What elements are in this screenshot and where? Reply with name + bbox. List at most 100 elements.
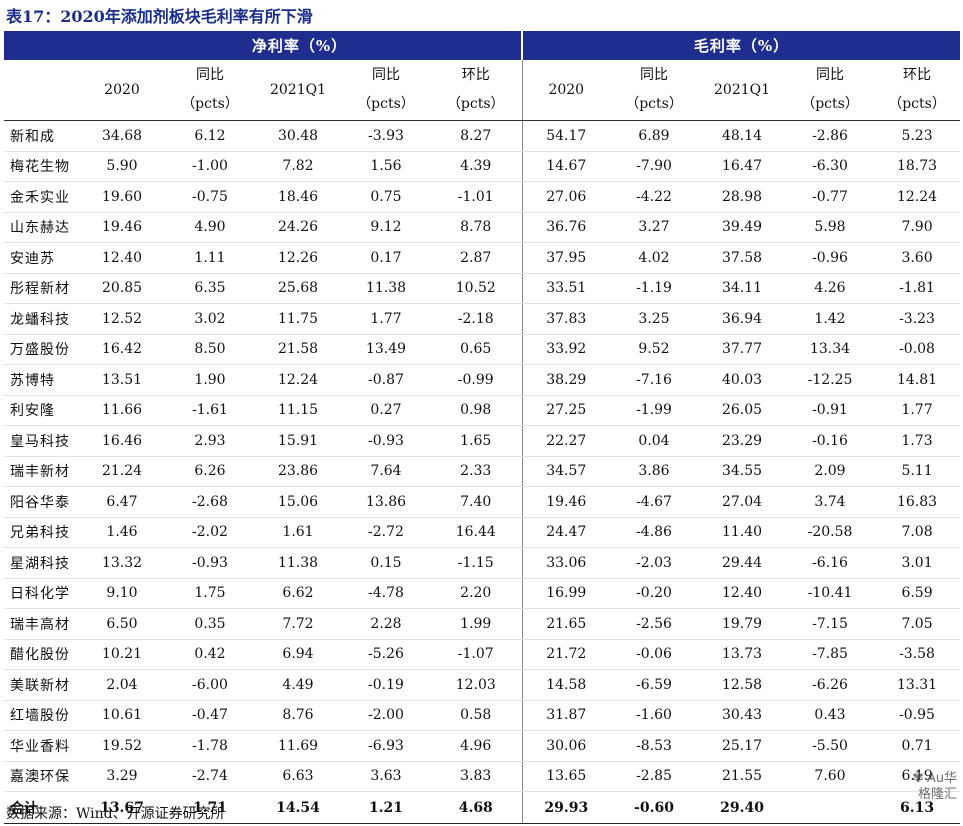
net-value-cell: 21.24 — [78, 456, 166, 487]
table-row: 瑞丰新材 21.24 6.26 23.86 7.64 2.33 34.57 3.86 34.55… — [4, 456, 961, 487]
gross-value-cell: -2.86 — [786, 120, 875, 152]
net-value-cell: 30.48 — [254, 120, 342, 152]
gross-col-header: 同比 （pcts） — [610, 60, 699, 121]
gross-value-cell: 3.60 — [874, 242, 961, 274]
gross-value-cell: -1.99 — [610, 395, 699, 426]
gross-value-cell: -7.85 — [786, 639, 875, 670]
gross-value-cell: 31.87 — [522, 700, 611, 731]
company-name: 新和成 — [4, 120, 78, 152]
gross-value-cell: -2.56 — [610, 608, 699, 640]
watermark: ✾ Au华 格隆汇 — [912, 770, 957, 803]
gross-col-header: 2020 — [522, 60, 611, 121]
company-name: 华业香料 — [4, 730, 78, 762]
net-value-cell: 10.21 — [78, 639, 166, 670]
net-value-cell: 11.66 — [78, 395, 166, 426]
net-value-cell: 8.78 — [430, 212, 523, 243]
net-col-header: 同比 （pcts） — [166, 60, 254, 121]
net-value-cell: 1.21 — [342, 791, 430, 824]
net-value-cell: 10.61 — [78, 700, 166, 731]
wechat-icon: ✾ — [912, 770, 924, 786]
gross-value-cell: 36.94 — [698, 303, 787, 335]
gross-value-cell: 0.71 — [874, 730, 961, 762]
table-row: 龙蟠科技 12.52 3.02 11.75 1.77 -2.18 37.83 3.25 36.9… — [4, 303, 961, 335]
net-value-cell: 6.47 — [78, 486, 166, 518]
table-row: 华业香料 19.52 -1.78 11.69 -6.93 4.96 30.06 -8.53 25… — [4, 730, 961, 762]
net-value-cell: 7.64 — [342, 456, 430, 487]
company-name: 日科化学 — [4, 578, 78, 609]
gross-value-cell: -0.60 — [610, 791, 699, 824]
net-value-cell: 18.46 — [254, 181, 342, 213]
gross-value-cell: 37.77 — [698, 334, 787, 365]
gross-value-cell: -0.91 — [786, 395, 875, 426]
net-value-cell: 6.62 — [254, 578, 342, 609]
col-header-line1: 环比 — [461, 67, 490, 83]
gross-value-cell: 7.60 — [786, 761, 875, 792]
net-value-cell: -2.18 — [430, 303, 523, 335]
net-margin-group-header: 净利率（%） — [78, 31, 524, 60]
gross-value-cell: 34.57 — [522, 456, 611, 487]
gross-value-cell: 27.04 — [698, 486, 787, 518]
net-value-cell: -2.72 — [342, 517, 430, 548]
net-value-cell: 12.26 — [254, 242, 342, 274]
net-value-cell: 0.15 — [342, 547, 430, 579]
net-value-cell: 16.46 — [78, 425, 166, 457]
net-value-cell: 1.46 — [78, 517, 166, 548]
gross-value-cell: 2.09 — [786, 456, 875, 487]
gross-value-cell: 34.11 — [698, 273, 787, 304]
net-value-cell: 3.02 — [166, 303, 254, 335]
table-row: 金禾实业 19.60 -0.75 18.46 0.75 -1.01 27.06 -4.22 28… — [4, 181, 961, 213]
col-header-line1: 2021Q1 — [714, 81, 771, 98]
net-value-cell: 4.39 — [430, 151, 523, 182]
gross-value-cell: 18.73 — [874, 151, 961, 182]
net-value-cell: 20.85 — [78, 273, 166, 304]
table-row: 醋化股份 10.21 0.42 6.94 -5.26 -1.07 21.72 -0.06 13.… — [4, 639, 961, 670]
company-name: 醋化股份 — [4, 639, 78, 670]
gross-value-cell: -6.30 — [786, 151, 875, 182]
net-value-cell: 0.98 — [430, 395, 523, 426]
gross-value-cell: -6.59 — [610, 669, 699, 701]
gross-value-cell: 3.27 — [610, 212, 699, 243]
net-value-cell: 5.90 — [78, 151, 166, 182]
company-name: 利安隆 — [4, 395, 78, 426]
gross-value-cell: 7.05 — [874, 608, 961, 640]
col-header-line1: 2020 — [104, 81, 140, 98]
col-header-line1: 同比 — [196, 67, 224, 83]
gross-value-cell: 12.58 — [698, 669, 787, 701]
company-name: 美联新材 — [4, 669, 78, 701]
gross-col-header: 同比 （pcts） — [786, 60, 875, 121]
company-name: 山东赫达 — [4, 212, 78, 243]
col-header-line2: （pcts） — [888, 96, 946, 112]
net-value-cell: -3.93 — [342, 120, 430, 152]
gross-value-cell: 26.05 — [698, 395, 787, 426]
net-value-cell: 13.32 — [78, 547, 166, 579]
gross-col-header: 环比 （pcts） — [874, 60, 961, 121]
net-value-cell: -6.00 — [166, 669, 254, 701]
company-name: 阳谷华泰 — [4, 486, 78, 518]
net-value-cell: 7.40 — [430, 486, 523, 518]
net-value-cell: 0.58 — [430, 700, 523, 731]
gross-value-cell: 38.29 — [522, 364, 611, 396]
margin-table: 净利率（%） 毛利率（%） 2020 同比 （pcts） 2021Q1 同比 （pcts）… — [4, 31, 961, 824]
net-value-cell: 2.87 — [430, 242, 523, 274]
gross-value-cell: -8.53 — [610, 730, 699, 762]
net-value-cell: 12.40 — [78, 242, 166, 274]
source-note: 数据来源：Wind、开源证券研究所 — [6, 806, 225, 822]
net-value-cell: 11.38 — [254, 547, 342, 579]
net-value-cell: 13.51 — [78, 364, 166, 396]
gross-value-cell: -2.85 — [610, 761, 699, 792]
net-value-cell: -2.00 — [342, 700, 430, 731]
gross-value-cell: 14.67 — [522, 151, 611, 182]
table-row: 阳谷华泰 6.47 -2.68 15.06 13.86 7.40 19.46 -4.67 27.… — [4, 486, 961, 518]
gross-value-cell: 3.86 — [610, 456, 699, 487]
gross-value-cell: -4.67 — [610, 486, 699, 518]
net-value-cell: 12.52 — [78, 303, 166, 335]
net-value-cell: 0.17 — [342, 242, 430, 274]
gross-value-cell: -7.15 — [786, 608, 875, 640]
gross-value-cell: 16.99 — [522, 578, 611, 609]
gross-value-cell: 24.47 — [522, 517, 611, 548]
table-row: 彤程新材 20.85 6.35 25.68 11.38 10.52 33.51 -1.19 34… — [4, 273, 961, 304]
net-value-cell: 1.71 — [166, 791, 254, 824]
table-row: 日科化学 9.10 1.75 6.62 -4.78 2.20 16.99 -0.20 12.40… — [4, 578, 961, 609]
gross-value-cell: 4.02 — [610, 242, 699, 274]
table-row: 星湖科技 13.32 -0.93 11.38 0.15 -1.15 33.06 -2.03 29… — [4, 547, 961, 579]
